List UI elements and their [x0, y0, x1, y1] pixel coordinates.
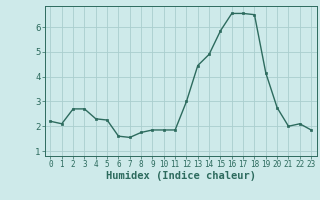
- X-axis label: Humidex (Indice chaleur): Humidex (Indice chaleur): [106, 171, 256, 181]
